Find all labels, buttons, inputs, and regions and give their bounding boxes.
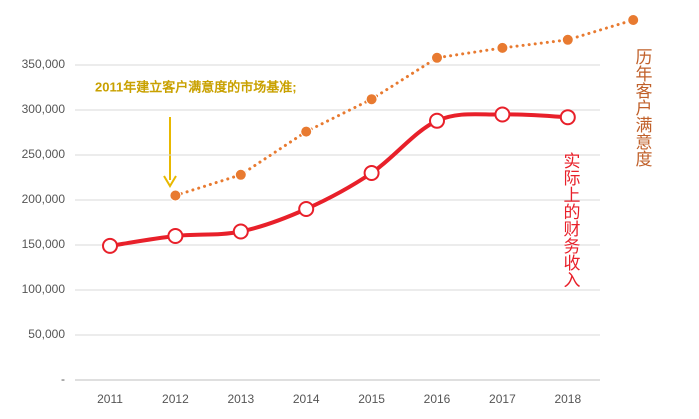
annotation-arrowhead — [163, 175, 177, 188]
data-point — [102, 237, 118, 254]
y-tick-label: 100,000 — [22, 282, 66, 296]
data-point — [298, 201, 315, 217]
x-tick-label: 2015 — [358, 392, 385, 406]
x-tick-label: 2017 — [489, 392, 516, 406]
data-point — [431, 51, 443, 64]
y-tick-label: 350,000 — [22, 57, 66, 71]
data-point — [494, 106, 511, 123]
x-tick-label: 2018 — [554, 392, 581, 406]
x-tick-label: 2014 — [293, 392, 320, 406]
x-tick-label: 2016 — [424, 392, 451, 406]
data-point — [429, 112, 445, 129]
data-point — [559, 109, 576, 126]
data-point — [627, 14, 640, 26]
data-point — [232, 223, 249, 240]
y-tick-label: 300,000 — [22, 102, 66, 116]
y-tick-label: - — [61, 372, 65, 386]
data-point — [496, 41, 509, 54]
series-label: 实际上的财务收入 — [561, 152, 581, 288]
series-label: 历年客户满意度 — [633, 48, 653, 167]
series-line — [108, 112, 570, 248]
data-point — [561, 33, 574, 46]
x-tick-label: 2012 — [162, 392, 189, 406]
data-point — [363, 165, 380, 181]
data-point — [300, 125, 313, 138]
annotation: 2011年建立客户满意度的市场基准; — [95, 79, 297, 94]
y-tick-label: 250,000 — [22, 147, 66, 161]
y-tick-label: 200,000 — [22, 192, 66, 206]
data-point — [365, 93, 378, 106]
x-tick-label: 2013 — [227, 392, 254, 406]
data-point — [167, 228, 184, 244]
y-tick-label: 50,000 — [28, 327, 65, 341]
x-tick-label: 2011 — [97, 392, 123, 406]
y-tick-label: 150,000 — [22, 237, 66, 251]
data-point — [169, 189, 182, 202]
data-point — [234, 168, 247, 181]
